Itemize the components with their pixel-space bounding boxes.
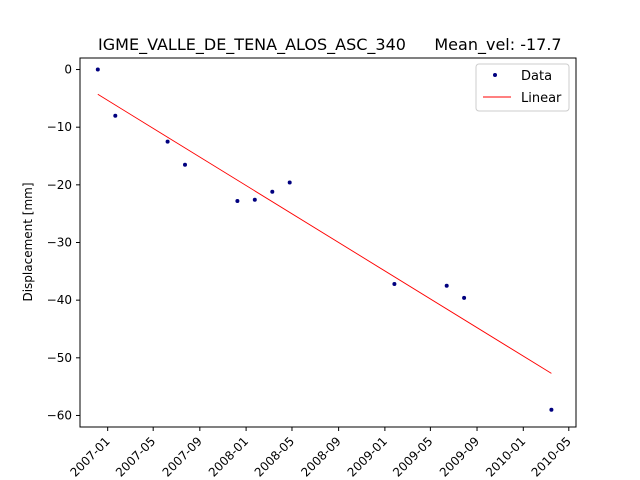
data-point — [183, 162, 187, 167]
y-tick-label: −40 — [47, 293, 72, 307]
y-tick-label: −20 — [47, 178, 72, 192]
chart-subtitle: Mean_vel: -17.7 — [434, 35, 561, 55]
y-axis: 0 −10 −20 −30 −40 −50 −60 — [47, 63, 80, 422]
y-tick-label: −50 — [47, 351, 72, 365]
x-tick-label: 2008-01 — [206, 434, 251, 479]
data-point — [549, 407, 554, 412]
plot-frame — [79, 57, 577, 428]
legend-marker-data — [493, 73, 497, 77]
data-point — [287, 180, 292, 185]
data-point — [392, 282, 397, 286]
x-tick-label: 2007-05 — [113, 434, 158, 479]
x-tick-label: 2010-01 — [483, 434, 528, 479]
x-tick-label: 2009-05 — [390, 434, 435, 479]
chart-title: IGME_VALLE_DE_TENA_ALOS_ASC_340 — [98, 35, 406, 55]
data-point — [252, 197, 257, 202]
x-tick-label: 2008-05 — [252, 434, 297, 479]
legend: Data Linear — [475, 63, 570, 112]
legend-label-linear: Linear — [521, 91, 562, 106]
x-tick-label: 2009-01 — [345, 434, 390, 479]
data-point — [113, 113, 118, 118]
x-tick-label: 2010-05 — [529, 434, 574, 479]
y-tick-label: −30 — [47, 236, 72, 250]
data-point — [462, 295, 467, 300]
trend-line-linear — [97, 93, 552, 374]
data-point — [95, 67, 100, 72]
data-point — [165, 139, 170, 144]
legend-label-data: Data — [521, 69, 552, 84]
data-point — [270, 189, 275, 194]
y-tick-label: −60 — [47, 408, 72, 422]
legend-box — [475, 63, 570, 112]
y-tick-label: 0 — [64, 63, 72, 77]
x-tick-label: 2007-01 — [67, 434, 112, 479]
x-tick-label: 2008-09 — [298, 434, 343, 479]
data-point — [235, 199, 240, 203]
data-point — [444, 283, 449, 288]
plot-area — [95, 67, 554, 412]
x-tick-label: 2007-09 — [160, 434, 205, 479]
x-axis: 2007-01 2007-05 2007-09 2008-01 2008-05 2008-… — [67, 427, 574, 480]
y-axis-label: Displacement [mm] — [21, 182, 35, 301]
x-tick-label: 2009-09 — [437, 434, 482, 479]
y-tick-label: −10 — [47, 120, 72, 134]
